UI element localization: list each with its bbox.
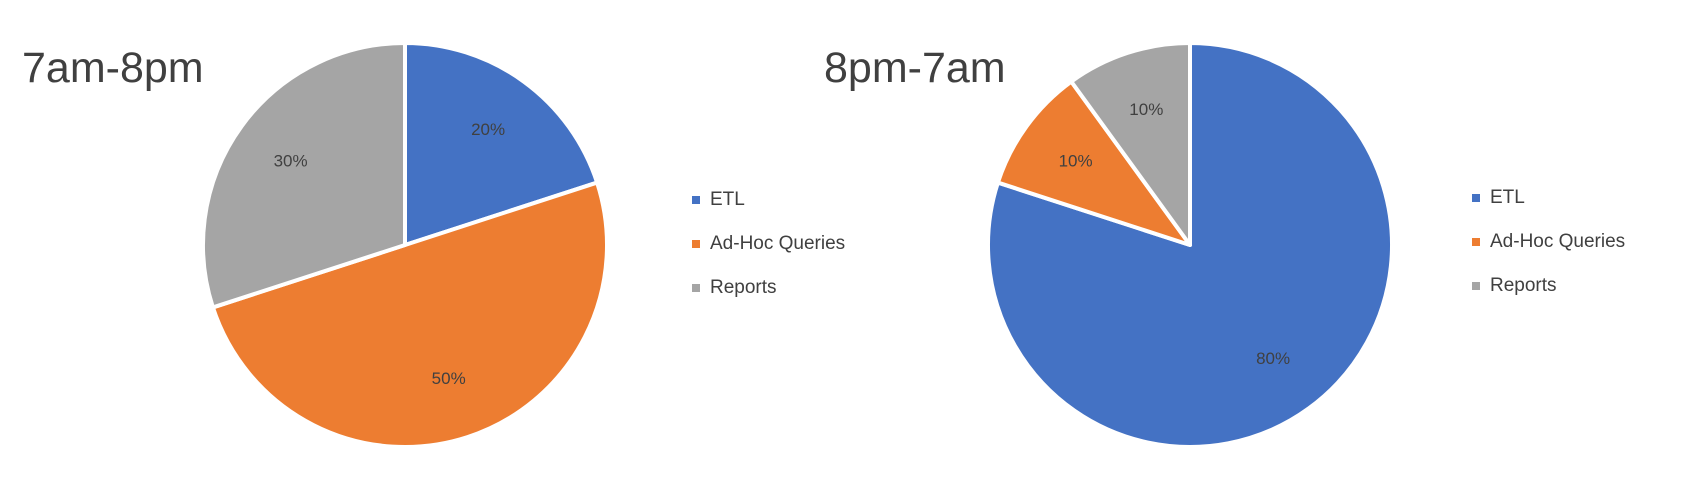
legend-label-ad-hoc-queries: Ad-Hoc Queries xyxy=(710,233,846,254)
data-label-reports: 10% xyxy=(1129,100,1163,119)
legend-item-ad-hoc-queries: Ad-Hoc Queries xyxy=(1472,220,1625,264)
data-label-ad-hoc-queries: 50% xyxy=(432,369,466,388)
pie-slice-reports xyxy=(1069,41,1192,247)
legend-swatch-ad-hoc-queries xyxy=(692,240,700,248)
legend-item-etl: ETL xyxy=(1472,176,1625,220)
chart-title-night: 8pm-7am xyxy=(824,44,1006,92)
pie-chart-day: 20% 50% 30% 7am-8pm ETL Ad-Hoc Queries Rep… xyxy=(22,41,845,449)
legend-item-reports: Reports xyxy=(692,266,845,310)
pie-slice-etl xyxy=(403,41,600,247)
legend-item-reports: Reports xyxy=(1472,264,1625,308)
legend-swatch-reports xyxy=(1472,282,1480,290)
data-label-etl: 80% xyxy=(1256,349,1290,368)
pie-chart-night: 80% 10% 10% 8pm-7am ETL Ad-Hoc Queries Rep… xyxy=(824,0,1690,484)
legend-swatch-etl xyxy=(692,196,700,204)
pie-chart-day-plot: 20% 50% 30% xyxy=(201,41,609,449)
legend-day: ETL Ad-Hoc Queries Reports xyxy=(692,178,845,310)
chart-title-day: 7am-8pm xyxy=(22,44,204,92)
pie-slice-reports xyxy=(201,41,407,310)
legend-swatch-ad-hoc-queries xyxy=(1472,238,1480,246)
pie-slice-ad-hoc-queries xyxy=(995,79,1192,247)
legend-label-reports: Reports xyxy=(1490,275,1557,296)
legend-label-reports: Reports xyxy=(710,277,777,298)
legend-item-etl: ETL xyxy=(692,178,845,222)
data-label-etl: 20% xyxy=(471,120,505,139)
data-label-ad-hoc-queries: 10% xyxy=(1059,151,1093,170)
legend-label-etl: ETL xyxy=(710,189,745,210)
legend-label-ad-hoc-queries: Ad-Hoc Queries xyxy=(1490,231,1626,252)
legend-swatch-reports xyxy=(692,284,700,292)
legend-swatch-etl xyxy=(1472,194,1480,202)
legend-label-etl: ETL xyxy=(1490,187,1525,208)
legend-night: ETL Ad-Hoc Queries Reports xyxy=(1472,176,1625,308)
pie-slice-ad-hoc-queries xyxy=(210,180,609,449)
legend-item-ad-hoc-queries: Ad-Hoc Queries xyxy=(692,222,845,266)
data-label-reports: 30% xyxy=(274,151,308,170)
pie-chart-night-plot: 80% 10% 10% xyxy=(986,41,1394,449)
